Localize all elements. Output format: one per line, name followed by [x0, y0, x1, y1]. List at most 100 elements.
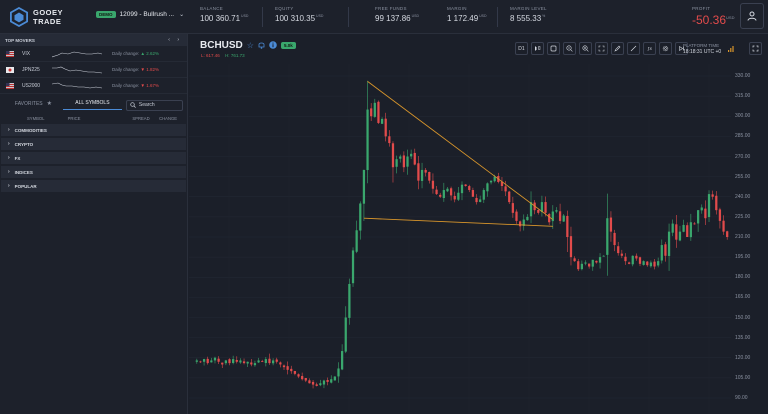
candle: [286, 361, 289, 375]
category-indices[interactable]: › INDICES: [1, 166, 186, 178]
candle: [431, 173, 435, 194]
star-icon[interactable]: ☆: [246, 41, 254, 50]
category-popular[interactable]: › POPULAR: [1, 180, 186, 192]
candle: [232, 355, 235, 365]
zoom-out-icon[interactable]: [563, 42, 576, 55]
mover-row-us2000[interactable]: US2000 Daily change: ▼ 1.67%: [0, 78, 187, 94]
price-tick-label: 165.00: [735, 294, 751, 301]
chevron-right-icon: ›: [8, 141, 10, 147]
square-icon[interactable]: [547, 42, 560, 55]
candle: [311, 379, 315, 389]
sparkline: [52, 51, 102, 57]
price-tick-label: 285.00: [735, 133, 751, 140]
candle: [664, 241, 667, 262]
divider: [262, 7, 263, 27]
account-selector[interactable]: DEMO 12099 - Bullrush ... ⌄: [96, 11, 184, 18]
tab-favorites[interactable]: FAVORITES ★: [14, 101, 53, 107]
candle: [460, 181, 464, 201]
trendline[interactable]: [363, 217, 553, 227]
draw-pencil-icon[interactable]: [611, 42, 624, 55]
candle: [588, 263, 591, 269]
candle: [195, 358, 198, 364]
symbol-tabs: FAVORITES ★ ALL SYMBOLS Search: [0, 97, 187, 113]
price-tick-label: 90.00: [735, 395, 748, 401]
info-icon[interactable]: [269, 40, 277, 51]
timeframe-button[interactable]: D1: [515, 42, 528, 55]
candles-icon[interactable]: [531, 42, 544, 55]
candle: [402, 151, 406, 173]
candle: [638, 256, 642, 267]
stat-equity: EQUITY 100 310.35USD: [275, 6, 324, 23]
stat-profit: PROFIT -50.36USD: [692, 6, 735, 27]
leverage-badge: 5.0k: [280, 42, 296, 49]
chevron-right-icon: ›: [8, 127, 10, 133]
candle: [540, 195, 544, 217]
candle: [413, 148, 416, 166]
candle: [718, 207, 722, 229]
candle: [221, 362, 224, 369]
candle: [228, 358, 231, 366]
settings-gear-icon[interactable]: [659, 42, 672, 55]
candle: [410, 149, 413, 160]
brand-logo[interactable]: GOOEY TRADE: [10, 5, 80, 29]
search-input[interactable]: Search: [125, 99, 183, 111]
candle: [529, 191, 533, 224]
gooey-logo-icon: [10, 7, 28, 27]
fullscreen-button[interactable]: [749, 42, 762, 55]
candle: [613, 229, 616, 252]
account-name: 12099 - Bullrush ...: [119, 11, 175, 18]
candle: [373, 98, 376, 118]
candle: [693, 222, 696, 225]
candle: [384, 112, 387, 142]
candle: [388, 130, 391, 147]
indicators-icon[interactable]: ƒx: [643, 42, 656, 55]
mover-row-vix[interactable]: VIX Daily change: ▲ 2.62%: [0, 46, 187, 62]
candle: [489, 180, 493, 185]
candle: [537, 209, 540, 215]
candle: [722, 215, 725, 235]
chart-symbol: BCHUSD: [200, 40, 243, 51]
candle: [399, 154, 402, 163]
price-chart[interactable]: [189, 34, 731, 414]
category-commodities[interactable]: › COMMODITIES: [1, 124, 186, 136]
user-menu-button[interactable]: [740, 3, 764, 29]
candle: [380, 117, 384, 124]
bell-icon[interactable]: [258, 41, 265, 51]
candle: [268, 353, 271, 365]
us-flag-icon: [6, 82, 14, 89]
candle: [319, 379, 322, 387]
skip-forward-icon[interactable]: [675, 42, 688, 55]
candle: [242, 358, 246, 365]
candle: [337, 362, 340, 383]
divider: [497, 7, 498, 27]
carousel-arrows[interactable]: ‹ ›: [168, 37, 182, 43]
category-fx[interactable]: › FX: [1, 152, 186, 164]
fit-screen-icon[interactable]: [595, 42, 608, 55]
price-axis: 330.00 315.00 300.00 285.00 270.00 255.00 240.…: [731, 34, 767, 414]
line-tool-icon[interactable]: [627, 42, 640, 55]
trendline[interactable]: [367, 81, 554, 220]
candle: [322, 379, 326, 389]
candle: [348, 278, 351, 325]
candle: [511, 196, 514, 218]
mover-row-jpn225[interactable]: JPN225 Daily change: ▼ 1.82%: [0, 62, 187, 78]
candle: [326, 377, 329, 386]
candle: [562, 213, 565, 222]
candle: [253, 360, 257, 367]
candle: [420, 162, 424, 189]
price-tick-label: 270.00: [735, 153, 751, 160]
candle: [518, 220, 522, 232]
candle: [657, 257, 660, 268]
sparkline: [52, 82, 102, 88]
candle: [206, 356, 209, 365]
price-tick-label: 120.00: [735, 354, 751, 361]
tab-all-symbols[interactable]: ALL SYMBOLS: [62, 100, 122, 110]
candle: [486, 182, 489, 197]
zoom-in-icon[interactable]: [579, 42, 592, 55]
candle: [500, 176, 504, 192]
platform-time: PLATFORM TIME 18:18:31 UTC +0: [683, 43, 722, 55]
category-crypto[interactable]: › CRYPTO: [1, 138, 186, 150]
candle: [224, 359, 228, 366]
price-tick-label: 210.00: [735, 234, 751, 240]
candle: [293, 370, 297, 376]
